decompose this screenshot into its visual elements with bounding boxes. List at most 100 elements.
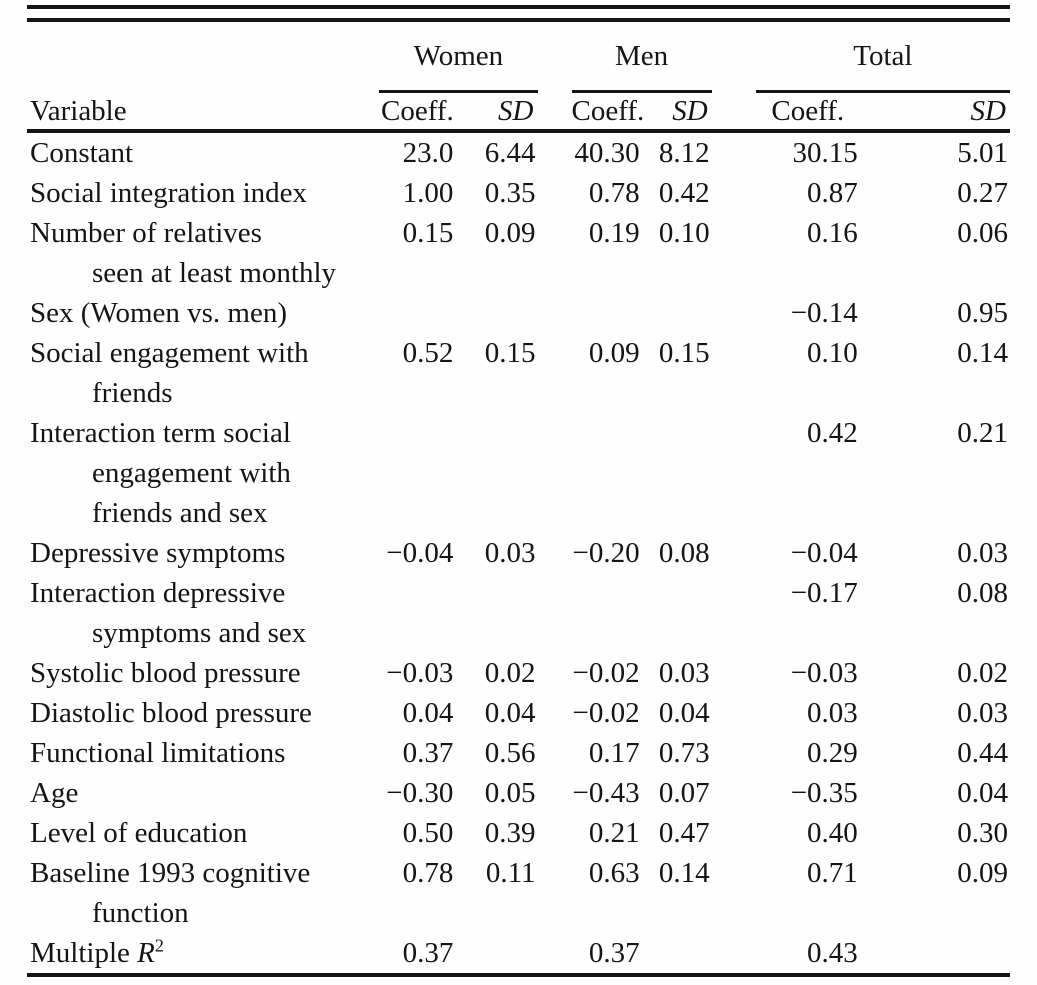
table-row-multiple-r2: Multiple R2 0.37 0.37 0.43 [27,933,1010,973]
women-sd-cell: 0.09 [484,217,536,249]
men-coeff-cell [572,573,642,653]
column-gap [712,573,756,653]
column-gap [538,933,572,973]
table-row-depressive: Depressive symptoms −0.04 0.03 −0.20 0.0… [27,533,1010,573]
column-gap [538,333,572,413]
column-gap [712,813,756,853]
table-row-sex: Sex (Women vs. men) −0.14 0.95 [27,293,1010,333]
total-sd-cell: 0.95 [957,297,1008,329]
variable-cell: Social engagement with friends [30,337,309,409]
men-coeff-cell [572,413,642,533]
men-coeff-cell: −0.20 [572,537,640,569]
column-gap [538,173,572,213]
men-coeff-cell: 0.19 [588,217,640,249]
men-sd-cell [642,293,712,333]
total-sd-header: SD [859,91,1010,133]
women-sd-cell [455,293,537,333]
men-coeff-header: Coeff. [571,91,644,133]
men-sd-cell: 0.07 [658,777,710,809]
men-coeff-cell: −0.43 [572,777,640,809]
column-gap [538,653,572,693]
women-sd-cell: 0.04 [484,697,536,729]
total-sd-cell: 0.08 [957,577,1008,609]
women-sd-cell: 0.03 [484,537,536,569]
column-gap [538,693,572,733]
total-sd-cell: 0.03 [957,537,1008,569]
women-coeff-header: Coeff. [379,91,456,133]
column-gap [712,853,756,933]
table-header: Women Men Total Variable Coeff. SD Coeff… [27,22,1010,133]
total-coeff-cell: −0.14 [790,297,858,329]
women-coeff-cell: 0.37 [402,937,454,969]
r2-superscript: 2 [154,935,164,956]
column-gap [712,22,756,92]
men-coeff-cell: 0.37 [588,937,640,969]
column-gap [538,773,572,813]
column-gap [712,773,756,813]
total-coeff-cell: 0.10 [807,337,858,369]
column-gap [712,173,756,213]
total-sd-cell: 0.03 [957,697,1008,729]
total-coeff-header: Coeff. [755,91,860,133]
total-sd-cell: 0.44 [957,737,1008,769]
r-symbol: R [137,937,155,969]
multiple-r2-prefix: Multiple [30,937,138,969]
women-sd-cell: 0.39 [484,817,536,849]
column-gap [712,333,756,413]
variable-cell: Baseline 1993 cognitive function [30,857,311,929]
total-coeff-cell: 0.71 [807,857,858,889]
women-sd-cell: 0.35 [484,177,536,209]
total-coeff-cell: 0.87 [807,177,858,209]
women-sd-cell: 0.05 [484,777,536,809]
column-gap [538,213,572,293]
total-sd-cell: 0.04 [957,777,1008,809]
table-row-number-relatives: Number of relatives seen at least monthl… [27,213,1010,293]
column-gap [712,131,756,173]
total-sd-cell: 0.21 [957,417,1008,449]
women-coeff-cell: −0.30 [386,777,454,809]
women-coeff-cell: −0.03 [386,657,454,689]
column-gap [712,413,756,533]
women-sd-cell [455,413,537,533]
men-coeff-cell: 0.78 [588,177,640,209]
women-coeff-cell: 0.37 [402,737,454,769]
women-coeff-cell: 0.15 [402,217,454,249]
total-coeff-cell: 30.15 [792,137,858,169]
total-sd-cell: 0.27 [957,177,1008,209]
variable-cell: Level of education [30,817,248,849]
men-sd-cell: 0.42 [658,177,710,209]
men-sd-cell: 0.08 [658,537,710,569]
table-body: Constant 23.0 6.44 40.30 8.12 30.15 5.01… [27,131,1010,973]
variable-cell: Depressive symptoms [30,537,286,569]
table-row-baseline-cognitive: Baseline 1993 cognitive function 0.78 0.… [27,853,1010,933]
table-row-education: Level of education 0.50 0.39 0.21 0.47 0… [27,813,1010,853]
spacer-cell [27,22,379,92]
top-double-rule [27,5,1010,22]
women-coeff-cell [379,293,455,333]
total-coeff-cell: 0.42 [807,417,858,449]
men-coeff-cell: 0.17 [588,737,640,769]
table-row-interaction-engagement: Interaction term social engagement with … [27,413,1010,533]
column-gap [711,91,756,133]
column-gap [538,733,572,773]
column-gap [538,853,572,933]
women-coeff-cell: 0.04 [402,697,454,729]
women-coeff-cell: 23.0 [402,137,454,169]
total-coeff-cell: −0.17 [790,577,858,609]
regression-table: Women Men Total Variable Coeff. SD Coeff… [27,22,1010,973]
total-sd-cell: 5.01 [957,137,1008,169]
men-coeff-cell: 40.30 [574,137,640,169]
variable-cell: Interaction term social engagement with … [30,417,291,529]
variable-cell: Age [30,777,79,809]
total-sd-cell: 0.30 [957,817,1008,849]
column-header-row: Variable Coeff. SD Coeff. SD Coeff. SD [27,91,1010,133]
variable-cell: Interaction depressive symptoms and sex [30,577,307,649]
table-row-functional: Functional limitations 0.37 0.56 0.17 0.… [27,733,1010,773]
women-sd-cell: 6.44 [484,137,536,169]
women-coeff-cell: 0.50 [402,817,454,849]
men-sd-cell [642,413,712,533]
table-row-age: Age −0.30 0.05 −0.43 0.07 −0.35 0.04 [27,773,1010,813]
women-sd-cell: 0.56 [484,737,536,769]
column-gap [538,813,572,853]
men-sd-cell: 0.10 [658,217,710,249]
